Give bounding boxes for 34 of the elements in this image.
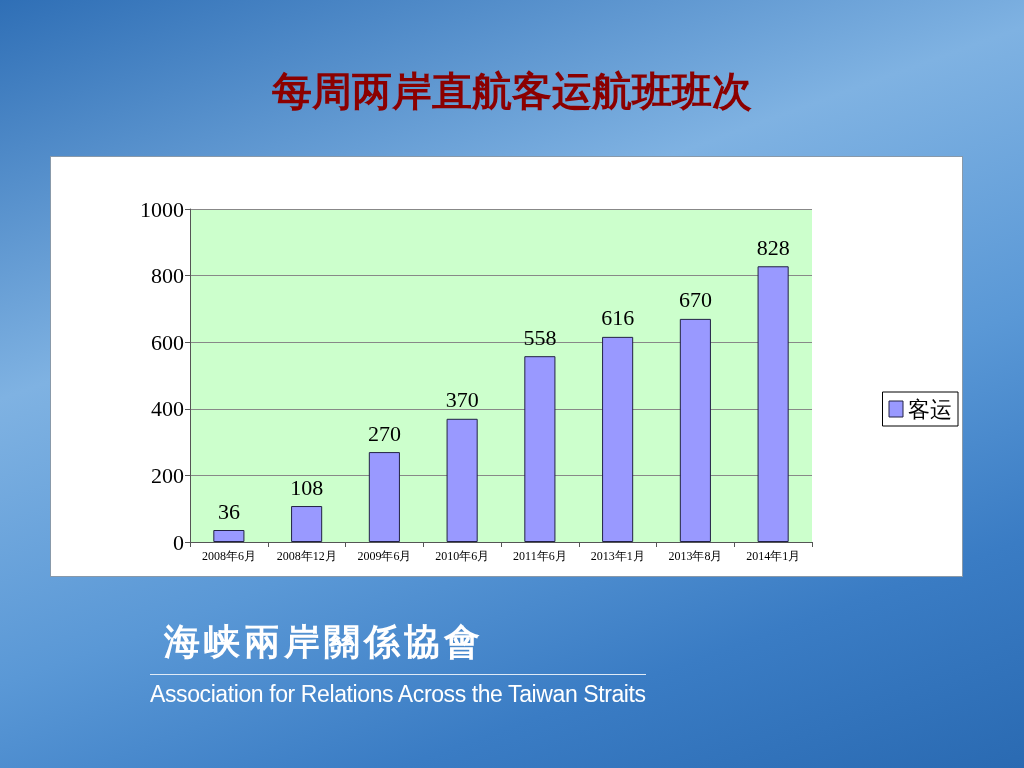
x-tick-label: 2013年8月	[668, 549, 723, 563]
text: Association for Relations Across the Taiwan Straits	[150, 674, 646, 709]
x-tick-label: 2008年6月	[201, 549, 256, 563]
legend-label: 客运	[908, 396, 952, 422]
data-label: 270	[367, 420, 401, 446]
bar	[446, 418, 478, 542]
bar	[213, 530, 245, 542]
x-tick-label: 2010年6月	[435, 549, 490, 563]
bar	[291, 506, 323, 542]
text: 海峡兩岸關係協會	[163, 621, 485, 664]
x-tick-label: 2011年6月	[513, 549, 567, 563]
bar	[679, 318, 711, 542]
data-label: 616	[601, 305, 635, 331]
data-label: 558	[523, 324, 557, 350]
y-tick-label: 400	[151, 396, 184, 422]
bar	[602, 336, 634, 542]
data-label: 36	[217, 498, 240, 524]
y-tick-label: 1000	[140, 196, 184, 222]
data-label: 370	[445, 387, 479, 413]
chart-title: 每周两岸直航客运航班班次	[271, 68, 752, 114]
y-tick-label: 600	[151, 329, 184, 355]
x-tick-label: 2014年1月	[746, 549, 801, 563]
x-tick-label: 2009年6月	[357, 549, 412, 563]
bar	[368, 452, 400, 542]
data-label: 828	[756, 234, 790, 260]
y-tick-label: 800	[151, 263, 184, 289]
y-tick-label: 200	[151, 462, 184, 488]
data-label: 670	[678, 287, 712, 313]
bar	[524, 356, 556, 542]
data-label: 108	[290, 474, 324, 500]
bar	[757, 266, 789, 542]
x-tick-label: 2013年1月	[590, 549, 645, 563]
x-tick-label: 2008年12月	[276, 549, 337, 563]
y-tick-label: 0	[173, 529, 184, 555]
